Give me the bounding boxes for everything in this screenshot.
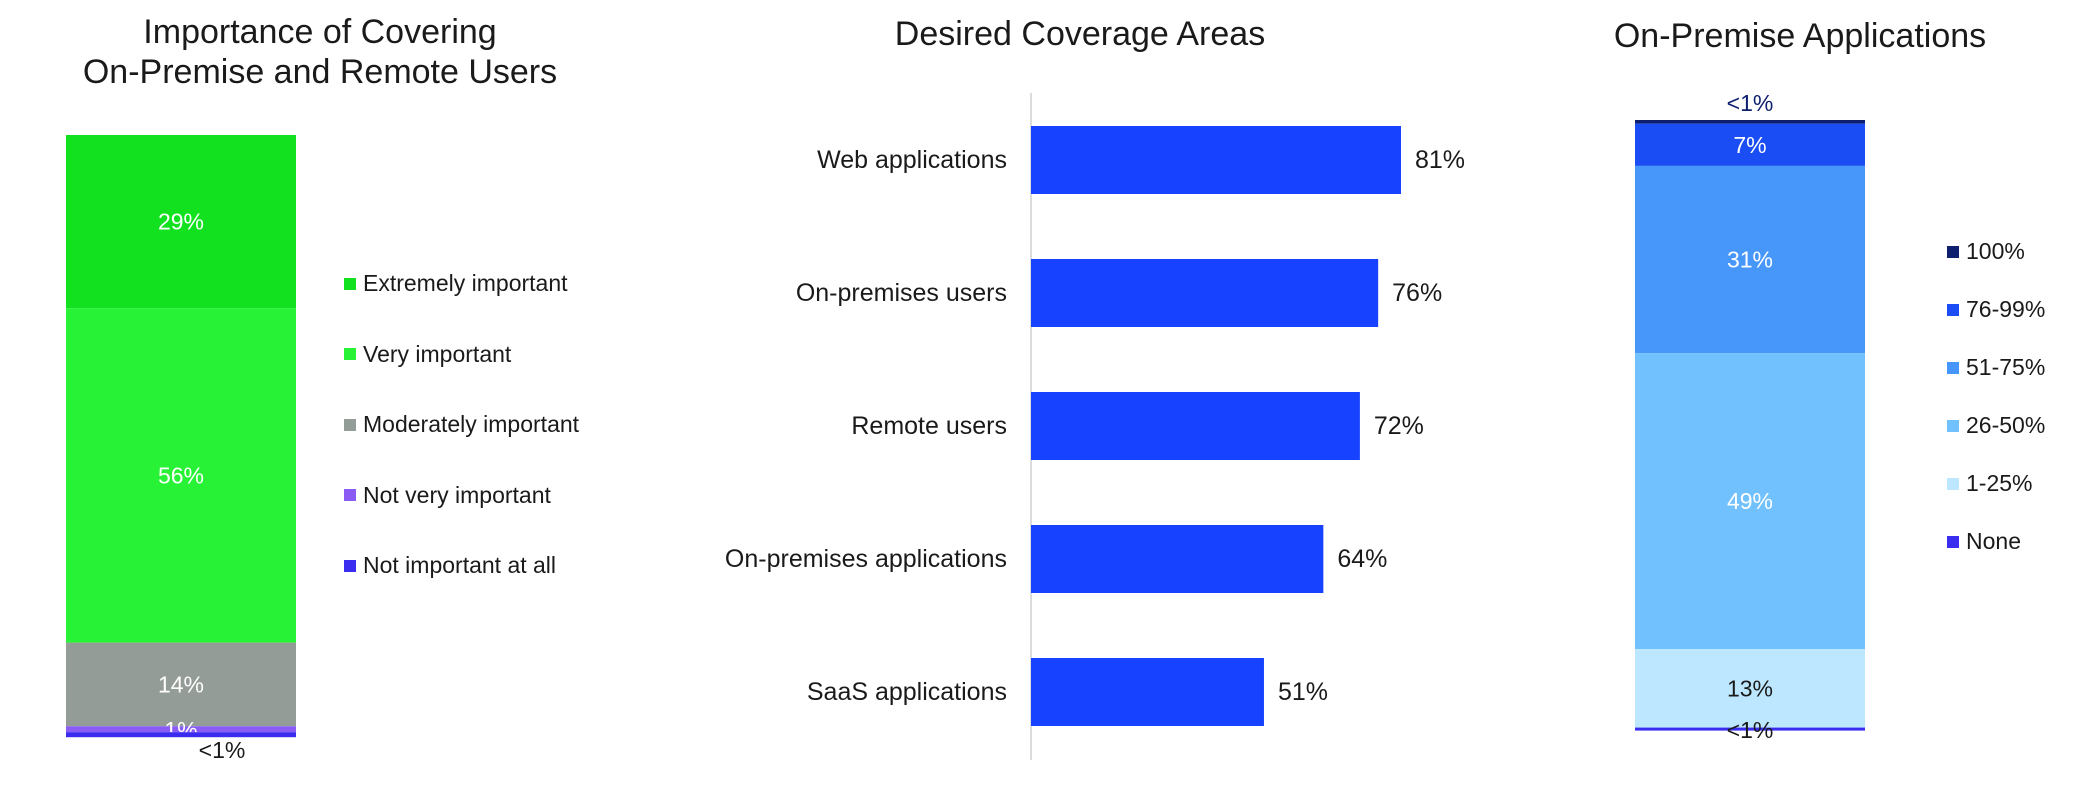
legend-swatch [1947,419,1959,432]
importance-legend-item-extremely-important: Extremely important [344,270,568,297]
onprem-apps-legend-item-76-99: 76-99% [1947,296,2045,323]
onprem-apps-chart-title: On-Premise Applications [1520,16,2080,56]
segment-label-very-important: 56% [158,462,204,488]
value-label-on-premises-users: 76% [1392,279,1442,307]
legend-swatch [1947,245,1959,258]
legend-swatch [344,277,356,290]
title-line-2: On-Premise and Remote Users [82,53,558,91]
segment-label-not-very-important: 1% [164,717,197,743]
segment-none [1635,727,1865,731]
legend-label: 100% [1966,238,2025,264]
importance-legend-item-very-important: Very important [344,341,511,368]
importance-chart-panel: Importance of Covering On-Premise and Rem… [0,0,640,786]
segment-51-75 [1635,165,1865,354]
segment-not-important-at-all [66,732,296,738]
category-label-on-premises-users: On-premises users [796,279,1007,307]
onprem-apps-legend-item-none: None [1947,528,2021,555]
title-line-1: On-Premise Applications [1613,17,1987,55]
legend-label: Extremely important [363,270,568,296]
legend-label: 51-75% [1966,354,2046,380]
bar-on-premises-users [1031,259,1379,327]
value-label-remote-users: 72% [1374,412,1424,440]
onprem-apps-legend-item-1-25: 1-25% [1947,470,2032,497]
importance-legend-item-not-very-important: Not very important [344,482,551,509]
segment-label-26-50: 49% [1727,488,1773,514]
segment-100 [1635,120,1865,124]
bar-on-premises-applications [1031,525,1324,593]
legend-swatch [344,348,356,360]
segment-very-important [66,308,296,643]
segment-label-not-important-at-all: <1% [199,737,246,763]
segment-label-51-75: 31% [1727,247,1773,273]
title-line-1: Importance of Covering [143,13,497,51]
importance-legend-item-not-important-at-all: Not important at all [344,552,556,579]
segment-label-1-25: 13% [1727,675,1773,701]
legend-label: 26-50% [1966,412,2046,438]
value-label-web-applications: 81% [1415,146,1465,174]
legend-label: 1-25% [1966,470,2033,496]
value-label-on-premises-applications: 64% [1337,545,1387,573]
coverage-bar-chart: Web applications 81% On-premises users 76% R… [725,93,1465,760]
legend-swatch [1947,361,1959,374]
segment-not-very-important [66,726,296,733]
category-label-remote-users: Remote users [851,412,1007,440]
segment-26-50 [1635,353,1865,650]
onprem-apps-chart-panel: On-Premise Applications <1% 7% 31% 49% 13% <1… [1520,0,2080,786]
segment-label-100: <1% [1727,90,1774,116]
legend-label: None [1966,528,2021,554]
legend-swatch [1947,477,1959,490]
onprem-apps-legend-item-100: 100% [1947,238,2025,265]
importance-legend-item-moderately-important: Moderately important [344,411,579,438]
segment-76-99 [1635,123,1865,166]
importance-chart-title: Importance of Covering On-Premise and Rem… [0,12,640,92]
bar-saas-applications [1031,658,1264,726]
bar-remote-users [1031,392,1360,460]
onprem-apps-stacked-bar: <1% 7% 31% 49% 13% <1% [1635,90,1865,743]
coverage-chart-panel: Desired Coverage Areas Web applications 8… [640,0,1520,786]
legend-label: Not very important [363,481,551,508]
legend-swatch [344,559,356,572]
segment-label-moderately-important: 14% [158,671,204,697]
legend-swatch [344,418,356,431]
coverage-chart-title: Desired Coverage Areas [640,14,1520,54]
segment-1-25 [1635,649,1865,728]
legend-label: 76-99% [1966,296,2046,322]
segment-label-none: <1% [1727,717,1774,743]
legend-label: Moderately important [363,411,580,437]
segment-label-76-99: 7% [1733,132,1766,158]
bar-web-applications [1031,126,1401,194]
legend-swatch [1947,535,1959,548]
value-label-saas-applications: 51% [1278,678,1328,706]
title-line-1: Desired Coverage Areas [894,15,1266,53]
segment-label-extremely-important: 29% [158,209,204,235]
segment-extremely-important [66,135,296,309]
category-label-on-premises-applications: On-premises applications [725,545,1007,573]
legend-label: Very important [363,340,512,367]
legend-swatch [344,489,356,501]
onprem-apps-legend-item-51-75: 51-75% [1947,354,2045,381]
category-label-web-applications: Web applications [817,146,1007,174]
importance-stacked-bar: 29% 56% 14% 1%<1% [66,135,296,763]
category-label-saas-applications: SaaS applications [807,678,1007,706]
onprem-apps-legend-item-26-50: 26-50% [1947,412,2045,439]
legend-swatch [1947,303,1959,316]
segment-moderately-important [66,642,296,727]
legend-label: Not important at all [363,552,557,578]
